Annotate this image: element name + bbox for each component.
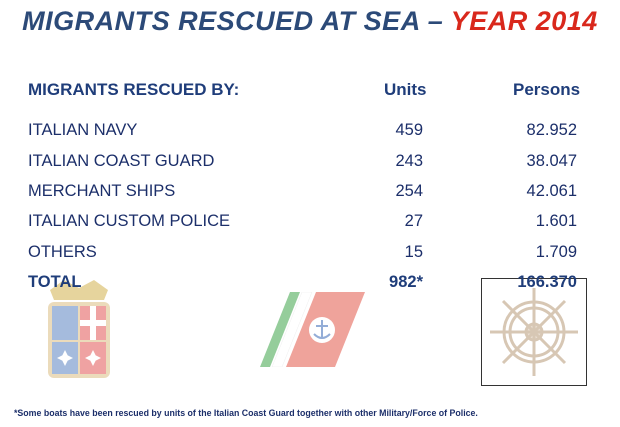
title-year: YEAR 2014 (450, 6, 598, 36)
row-persons: 82.952 (526, 121, 577, 139)
row-label: MERCHANT SHIPS (28, 182, 176, 200)
row-persons: 38.047 (526, 152, 577, 170)
total-persons: 166.370 (517, 273, 577, 291)
table-row-total: TOTAL 982* 166.370 (0, 273, 620, 297)
row-units: 15 (404, 243, 423, 261)
ship-wheel-frame (481, 278, 587, 386)
navy-coat-of-arms-icon (48, 280, 110, 378)
row-label: ITALIAN CUSTOM POLICE (28, 212, 231, 230)
column-header-persons: Persons (513, 80, 581, 99)
row-label: OTHERS (28, 243, 97, 261)
row-label: ITALIAN NAVY (28, 121, 138, 139)
total-label: TOTAL (28, 273, 82, 291)
slide-title: MIGRANTS RESCUED AT SEA – YEAR 2014 (0, 6, 620, 37)
row-units: 254 (395, 182, 423, 200)
column-header-units: Units (384, 80, 427, 99)
table-row-italian-navy: ITALIAN NAVY 459 82.952 (0, 121, 620, 145)
row-label: ITALIAN COAST GUARD (28, 152, 215, 170)
footnote: *Some boats have been rescued by units o… (14, 408, 478, 418)
row-units: 27 (404, 212, 423, 230)
row-persons: 1.601 (535, 212, 577, 230)
ship-wheel-icon (490, 288, 578, 376)
table-row-others: OTHERS 15 1.709 (0, 243, 620, 267)
table-row-italian-coast-guard: ITALIAN COAST GUARD 243 38.047 (0, 152, 620, 176)
table-row-italian-custom-police: ITALIAN CUSTOM POLICE 27 1.601 (0, 212, 620, 236)
row-units: 243 (395, 152, 423, 170)
row-persons: 42.061 (526, 182, 577, 200)
coast-guard-anchor-icon (260, 292, 365, 367)
column-header-rescued-by: MIGRANTS RESCUED BY: (28, 80, 240, 99)
total-units: 982* (389, 273, 423, 291)
title-main: MIGRANTS RESCUED AT SEA – (22, 6, 444, 36)
row-units: 459 (395, 121, 423, 139)
table-row-merchant-ships: MERCHANT SHIPS 254 42.061 (0, 182, 620, 206)
row-persons: 1.709 (535, 243, 577, 261)
